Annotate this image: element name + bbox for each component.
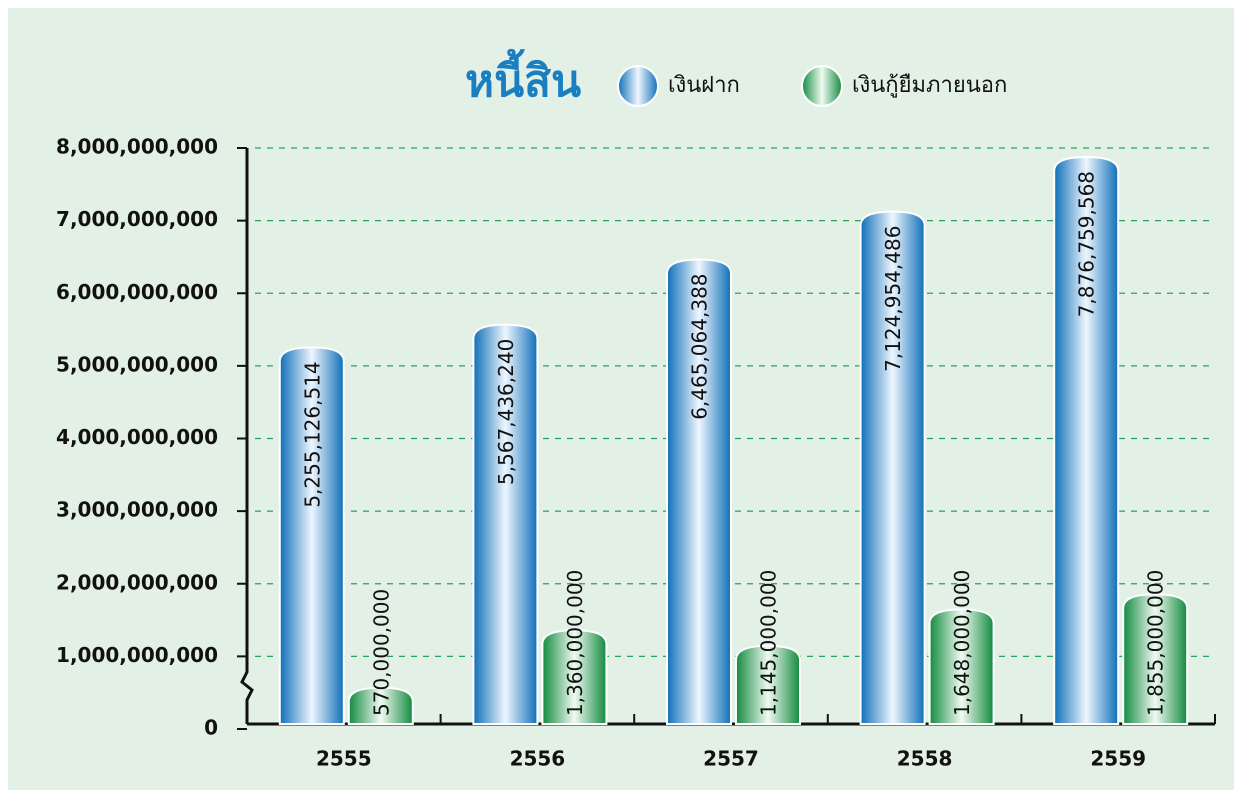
value-label: 7,124,954,486: [881, 226, 905, 372]
bar: [1053, 155, 1120, 725]
legend-swatch: [801, 65, 843, 107]
y-tick-label: 1,000,000,000: [56, 643, 218, 667]
bar: [735, 644, 801, 725]
value-label: 6,465,064,388: [688, 273, 712, 419]
y-axis: [240, 148, 254, 724]
legend-swatch: [617, 65, 659, 107]
chart-title: หนี้สิน: [465, 48, 581, 107]
bar: [472, 323, 539, 725]
y-tick-label: 3,000,000,000: [56, 498, 218, 522]
value-label: 570,000,000: [369, 589, 393, 716]
bar: [347, 686, 414, 725]
bar: [1122, 593, 1189, 725]
y-tick-label: 0: [204, 716, 218, 740]
value-label: 7,876,759,568: [1075, 171, 1099, 317]
value-label: 1,648,000,000: [950, 570, 974, 716]
value-label: 5,567,436,240: [494, 339, 518, 485]
bar: [278, 346, 345, 725]
value-label: 1,360,000,000: [563, 570, 587, 716]
y-tick-label: 8,000,000,000: [56, 135, 218, 159]
legend-label: เงินกู้ยืมภายนอก: [852, 73, 1007, 98]
x-tick-label: 2559: [1090, 747, 1146, 771]
bar: [666, 258, 732, 725]
bar: [541, 629, 608, 725]
y-tick-label: 4,000,000,000: [56, 425, 218, 449]
x-tick-label: 2557: [703, 747, 759, 771]
x-tick-label: 2556: [510, 747, 566, 771]
y-tick-label: 2,000,000,000: [56, 570, 218, 594]
legend-label: เงินฝาก: [668, 73, 740, 98]
bar: [928, 608, 995, 725]
x-tick-label: 2555: [316, 747, 372, 771]
bar: [859, 210, 926, 725]
y-tick-label: 6,000,000,000: [56, 280, 218, 304]
value-label: 1,855,000,000: [1144, 570, 1168, 716]
x-tick-label: 2558: [897, 747, 953, 771]
background: [8, 8, 1234, 790]
value-label: 5,255,126,514: [300, 361, 324, 507]
y-tick-label: 7,000,000,000: [56, 207, 218, 231]
value-label: 1,145,000,000: [757, 570, 781, 716]
y-tick-label: 5,000,000,000: [56, 352, 218, 376]
